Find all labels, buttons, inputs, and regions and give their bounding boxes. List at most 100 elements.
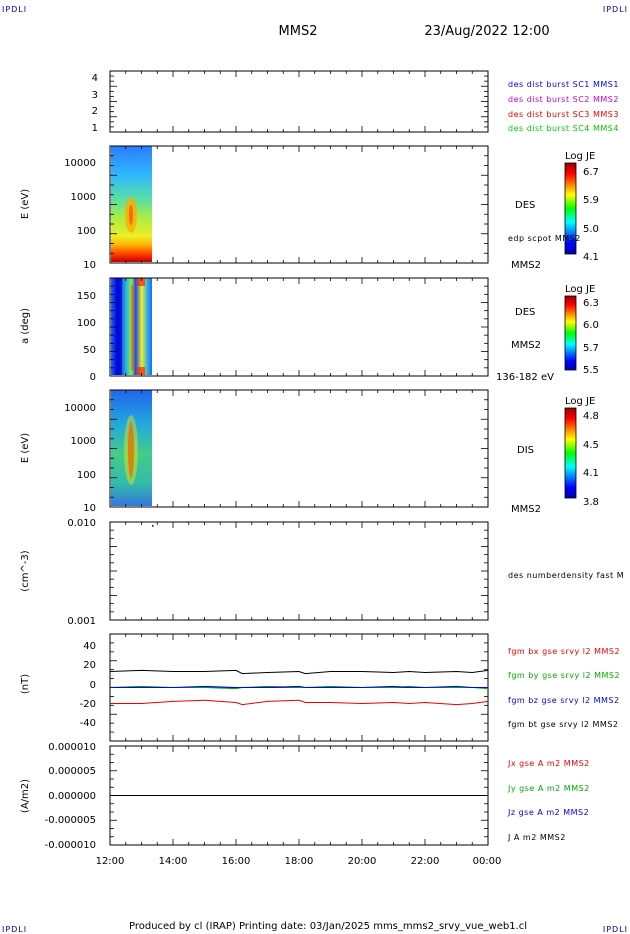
dis-energy-side-label: DIS [517, 445, 534, 456]
des-pitch-colorbar-title: Log JE [565, 284, 595, 295]
panel-frame [109, 389, 489, 508]
bfield-ylabel: (nT) [20, 674, 31, 694]
y-tick-label: 10000 [64, 158, 96, 169]
current-legend: Jx gse A m2 MMS2 Jy gse A m2 MMS2 Jz gse… [507, 759, 590, 842]
dis-energy-yticks: 10000 1000 100 10 [64, 403, 96, 514]
des-energy-side-label: MMS2 [511, 260, 541, 271]
header-spacecraft: MMS2 [279, 24, 318, 39]
current-yticks: 0.000010 0.000005 0.000000 -0.000005 -0.… [45, 742, 96, 851]
des-energy-colorbar-tick: 5.9 [583, 195, 599, 206]
time-axis: 12:00 14:00 16:00 18:00 20:00 22:00 00:0… [96, 856, 502, 867]
legend-entry: des dist burst SC3 MMS3 [508, 110, 619, 119]
legend-entry: fgm bt gse srvy l2 MMS2 [508, 720, 619, 729]
density-ylabel: (cm^-3) [20, 550, 31, 591]
x-tick-label: 16:00 [222, 856, 251, 867]
y-tick-label: 40 [83, 641, 96, 652]
legend-entry: fgm bz gse srvy l2 MMS2 [508, 696, 620, 705]
des-pitch-yticks: 150 100 50 0 [77, 291, 96, 383]
legend-entry: Jy gse A m2 MMS2 [507, 784, 590, 793]
dis-energy-colorbar [564, 407, 577, 499]
legend-entry: J A m2 MMS2 [507, 833, 566, 842]
current-ylabel: (A/m2) [20, 779, 31, 813]
des-pitch-colorbar-tick: 6.0 [583, 320, 599, 331]
des-pitch-colorbar-tick: 5.5 [583, 365, 599, 376]
dis-energy-colorbar-tick: 4.5 [583, 440, 599, 451]
y-tick-label: 10 [83, 503, 96, 514]
series-line [110, 699, 489, 706]
y-tick-label: -0.000010 [45, 840, 96, 851]
des-pitch-side-label: 136-182 eV [496, 372, 554, 383]
x-tick-label: 14:00 [159, 856, 188, 867]
dis-energy-spectrogram [111, 390, 152, 506]
x-tick-label: 22:00 [411, 856, 440, 867]
corner-label-tl: IPDLI [2, 5, 27, 14]
y-tick-label: 3 [92, 90, 98, 101]
des-pitch-colorbar-tick: 5.7 [583, 343, 599, 354]
des-energy-colorbar-title: Log JE [565, 151, 595, 162]
y-tick-label: 0 [90, 680, 96, 691]
y-tick-label: 20 [83, 660, 96, 671]
y-tick-label: 0.000000 [48, 791, 96, 802]
legend-entry: Jx gse A m2 MMS2 [507, 759, 590, 768]
dis-energy-colorbar-tick: 3.8 [583, 497, 599, 508]
legend-entry: des dist burst SC4 MMS4 [508, 124, 619, 133]
des-energy-spectrogram [111, 146, 152, 262]
des-energy-colorbar-tick: 4.1 [583, 252, 599, 263]
dis-energy-colorbar-tick: 4.8 [583, 411, 599, 422]
y-tick-label: 0.010 [67, 518, 96, 529]
panel-frame [109, 70, 489, 133]
des-pitch-spectrogram [111, 278, 152, 375]
x-tick-label: 20:00 [348, 856, 377, 867]
bfield-yticks: 40 20 0 -20 -40 [80, 641, 96, 729]
legend-entry: Jz gse A m2 MMS2 [507, 808, 589, 817]
y-tick-label: 1 [92, 123, 98, 134]
y-tick-label: 10000 [64, 403, 96, 414]
x-tick-label: 00:00 [473, 856, 502, 867]
legend-entry: des dist burst SC1 MMS1 [508, 80, 619, 89]
y-tick-label: 0.000010 [48, 742, 96, 753]
bfield-series [109, 669, 489, 706]
data-point [152, 525, 154, 527]
y-tick-label: 1000 [71, 436, 96, 447]
y-tick-label: 2 [92, 106, 98, 117]
corner-label-br: IPDLI [603, 925, 628, 934]
des-energy-yticks: 10000 1000 100 10 [64, 158, 96, 271]
dis-energy-colorbar-tick: 4.1 [583, 468, 599, 479]
density-side-label: des numberdensity fast M [508, 571, 624, 580]
y-tick-label: 100 [77, 318, 96, 329]
des-energy-colorbar [564, 162, 577, 255]
y-tick-label: 100 [77, 470, 96, 481]
panel-frame [109, 277, 489, 377]
y-tick-label: 1000 [71, 192, 96, 203]
panel-frames [109, 70, 489, 846]
des-energy-colorbar-tick: 6.7 [583, 167, 599, 178]
series-line [109, 669, 489, 675]
legend-entry: des dist burst SC2 MMS2 [508, 95, 619, 104]
des-pitch-colorbar [564, 295, 577, 371]
header-datetime: 23/Aug/2022 12:00 [424, 24, 549, 39]
burst-yticks: 4 3 2 1 [92, 73, 98, 134]
x-tick-label: 18:00 [285, 856, 314, 867]
y-tick-label: 0 [90, 372, 96, 383]
des-pitch-side-label: MMS2 [511, 340, 541, 351]
des-energy-side-label: edp scpot MMS2 [508, 234, 581, 243]
panel-frame [109, 521, 489, 621]
corner-label-bl: IPDLI [2, 925, 27, 934]
series-line [110, 685, 488, 688]
y-tick-label: -0.000005 [45, 815, 96, 826]
des-energy-ylabel: E (eV) [20, 189, 31, 219]
footer-text: Produced by cl (IRAP) Printing date: 03/… [129, 921, 527, 932]
des-energy-colorbar-tick: 5.0 [583, 224, 599, 235]
y-tick-label: 0.000005 [48, 766, 96, 777]
y-tick-label: -40 [80, 718, 96, 729]
y-tick-label: 100 [77, 226, 96, 237]
y-tick-label: 4 [92, 73, 98, 84]
dis-energy-colorbar-title: Log JE [565, 396, 595, 407]
dis-energy-ylabel: E (eV) [20, 433, 31, 463]
panel-frame [109, 145, 489, 264]
y-tick-label: 50 [83, 345, 96, 356]
des-energy-side-label: DES [515, 200, 535, 211]
y-tick-label: 10 [83, 260, 96, 271]
des-pitch-colorbar-tick: 6.3 [583, 298, 599, 309]
